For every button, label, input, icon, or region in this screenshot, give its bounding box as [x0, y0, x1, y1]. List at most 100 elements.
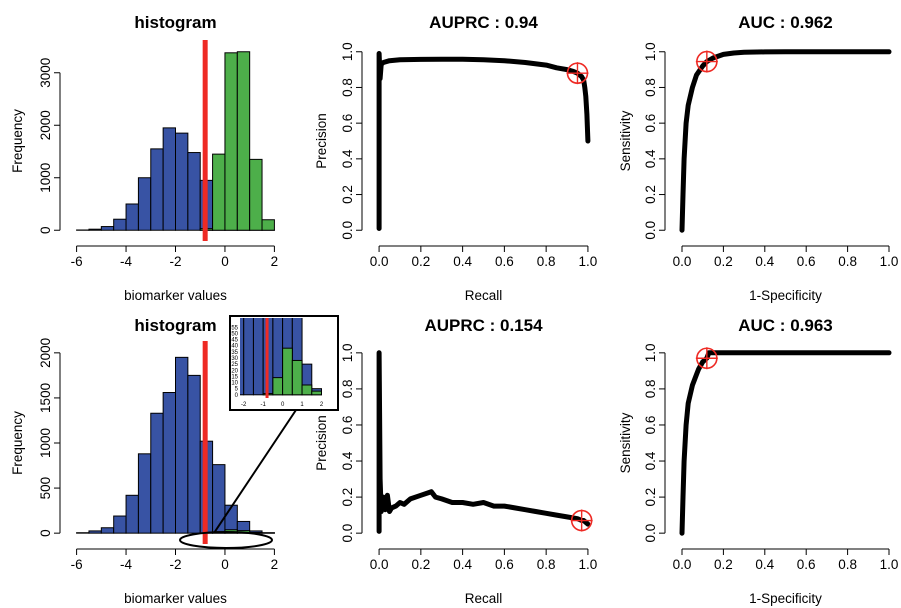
- y-tick-label: 0.4: [340, 451, 355, 470]
- y-tick-label: 0.6: [340, 114, 355, 133]
- histogram-bar: [282, 347, 293, 396]
- y-tick-label: 0.6: [643, 416, 658, 435]
- y-tick-label: 2000: [38, 338, 53, 368]
- histogram-bar: [113, 515, 127, 534]
- inset-y-tick-label: 35: [231, 350, 238, 356]
- y-tick-label: 1000: [38, 163, 53, 193]
- histogram-bar: [100, 226, 115, 231]
- x-axis-label: 1-Specificity: [749, 288, 822, 303]
- inset-y-tick-label: 50: [231, 331, 238, 337]
- y-tick-label: 0.0: [643, 524, 658, 543]
- y-tick-label: 0: [38, 226, 53, 234]
- histogram-bar: [311, 390, 323, 396]
- y-tick-label: 0.6: [643, 114, 658, 133]
- chart-title: AUPRC : 0.94: [429, 13, 538, 32]
- inset-y-tick-label: 10: [231, 381, 238, 387]
- histogram-bar: [212, 464, 226, 534]
- x-tick-label: -6: [71, 254, 83, 269]
- histogram-bar: [224, 504, 238, 534]
- chart-title: histogram: [134, 13, 216, 32]
- x-tick-label: 0.4: [453, 254, 472, 269]
- x-tick-label: 0.6: [495, 254, 514, 269]
- inset-y-tick-label: 15: [231, 374, 238, 380]
- inset-x-tick-label: 2: [320, 402, 324, 408]
- curve-line: [679, 350, 892, 536]
- y-tick-label: 0.6: [340, 416, 355, 435]
- histogram-bar: [175, 132, 189, 231]
- y-tick-label: 0.8: [340, 380, 355, 399]
- histogram-bar: [175, 356, 189, 534]
- curve-line: [679, 49, 892, 233]
- chart-title: AUC : 0.962: [738, 13, 832, 32]
- x-axis-label: 1-Specificity: [749, 591, 822, 606]
- y-tick-label: 1500: [38, 383, 53, 413]
- x-tick-label: -6: [71, 557, 83, 572]
- y-tick-label: 0.0: [340, 221, 355, 240]
- histogram-bar: [272, 318, 284, 396]
- y-tick-label: 0.4: [340, 149, 355, 168]
- y-tick-label: 0: [38, 529, 53, 537]
- histogram-bar: [88, 228, 102, 231]
- x-tick-label: -2: [169, 557, 181, 572]
- x-tick-label: -4: [120, 254, 132, 269]
- y-tick-label: 1.0: [340, 343, 355, 362]
- x-tick-label: 0.6: [797, 557, 816, 572]
- inset-y-tick-label: 45: [231, 338, 238, 344]
- inset-y-tick-label: 20: [231, 368, 238, 374]
- y-tick-label: 0.2: [643, 488, 658, 507]
- histogram-bar: [282, 318, 293, 396]
- inset-y-tick-label: 0: [235, 393, 239, 399]
- y-tick-label: 0.2: [340, 185, 355, 204]
- histogram-bar: [212, 153, 226, 231]
- y-tick-label: 0.4: [643, 451, 658, 470]
- x-tick-label: 0.2: [714, 557, 733, 572]
- x-tick-label: 0.8: [838, 557, 857, 572]
- inset-border: [229, 315, 339, 411]
- x-tick-label: 0.4: [755, 254, 774, 269]
- y-tick-label: 0.2: [643, 185, 658, 204]
- x-tick-label: 0.0: [673, 557, 692, 572]
- zoom-connector: [213, 409, 297, 534]
- y-axis-label: Precision: [314, 113, 329, 169]
- y-tick-label: 1.0: [340, 42, 355, 61]
- y-tick-label: 0.4: [643, 149, 658, 168]
- inset-x-tick-label: -2: [241, 402, 247, 408]
- x-tick-label: 0.0: [370, 254, 389, 269]
- inset-x-tick-label: 0: [281, 402, 285, 408]
- y-tick-label: 0.8: [643, 380, 658, 399]
- x-tick-label: 0.6: [495, 557, 514, 572]
- y-tick-label: 0.2: [340, 488, 355, 507]
- x-tick-label: 0.2: [411, 557, 430, 572]
- y-tick-label: 1.0: [643, 343, 658, 362]
- chart-title: AUPRC : 0.154: [424, 316, 543, 335]
- x-tick-label: 1.0: [880, 254, 899, 269]
- histogram-bar: [291, 359, 303, 396]
- inset-y-tick-label: 40: [231, 344, 238, 350]
- histogram-bar: [249, 158, 263, 231]
- histogram-bar: [125, 494, 139, 534]
- histogram-bar: [252, 318, 264, 396]
- inset-y-tick-label: 30: [231, 356, 238, 362]
- y-axis-label: Frequency: [10, 109, 25, 173]
- histogram-bar: [137, 177, 152, 231]
- x-tick-label: 0.2: [714, 254, 733, 269]
- y-tick-label: 0.8: [340, 78, 355, 97]
- x-axis-label: biomarker values: [124, 591, 227, 606]
- y-tick-label: 1.0: [643, 42, 658, 61]
- inset-x-tick-label: 1: [300, 402, 304, 408]
- histogram-bar: [113, 218, 127, 231]
- x-tick-label: 0.4: [453, 557, 472, 572]
- histogram-bar: [150, 148, 164, 231]
- curve-line: [376, 350, 591, 534]
- y-axis-label: Frequency: [10, 411, 25, 475]
- x-tick-label: 0.8: [537, 254, 556, 269]
- histogram-bar: [236, 51, 251, 231]
- x-tick-label: 0.6: [797, 254, 816, 269]
- chart-title: histogram: [134, 316, 216, 335]
- x-axis-label: Recall: [465, 288, 503, 303]
- y-tick-label: 3000: [38, 58, 53, 88]
- x-axis-label: Recall: [465, 591, 503, 606]
- histogram-bar: [88, 530, 102, 534]
